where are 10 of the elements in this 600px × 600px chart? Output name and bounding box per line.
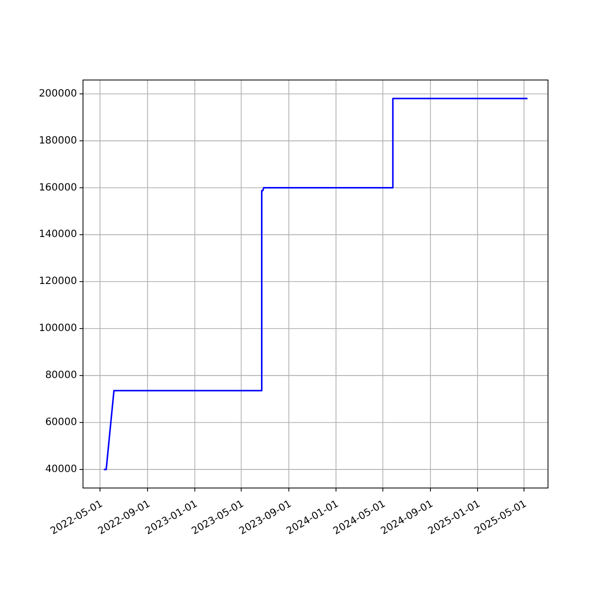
y-tick-label: 180000 [38,135,77,146]
y-tick-label: 80000 [45,370,77,382]
y-tick-label: 140000 [38,229,77,240]
y-tick-label: 100000 [38,323,77,334]
line-series [103,98,528,470]
y-tick-label: 200000 [38,88,77,100]
y-tick-label: 160000 [38,182,77,194]
y-tick-label: 120000 [38,276,77,288]
y-tick-label: 60000 [45,417,77,428]
y-tick-label: 40000 [45,464,77,475]
